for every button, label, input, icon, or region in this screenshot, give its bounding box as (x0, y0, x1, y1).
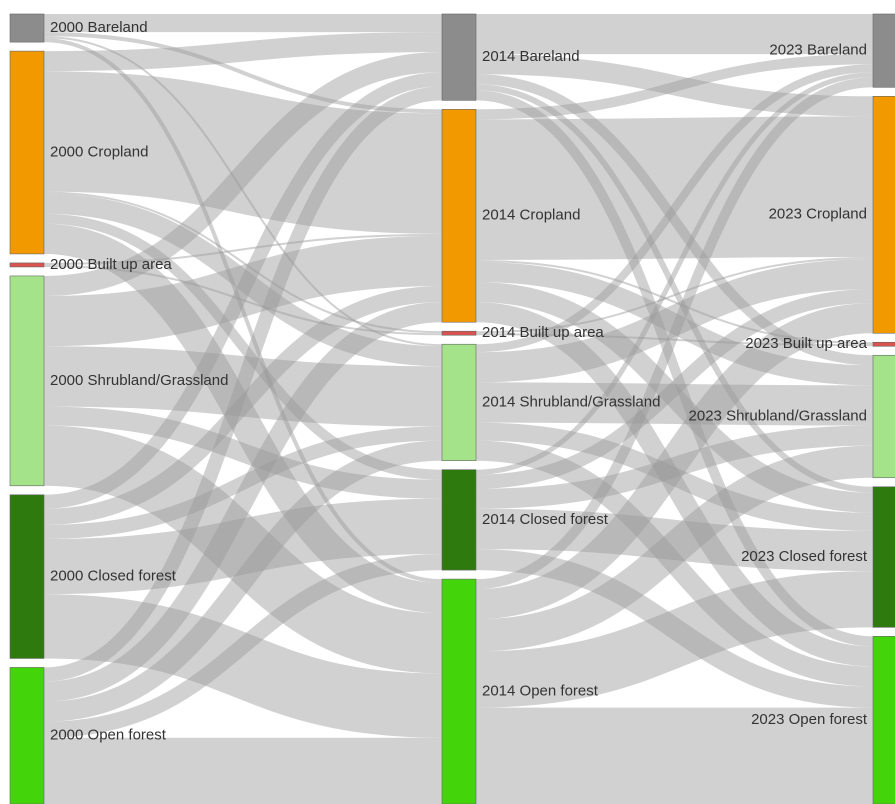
node (441, 13, 477, 101)
links (43, 13, 874, 804)
node (872, 95, 895, 334)
flow-link (475, 90, 874, 647)
flow-link (43, 191, 443, 334)
flow-link (475, 303, 874, 620)
flow-link (475, 74, 874, 366)
flow-link (43, 32, 443, 72)
node (872, 354, 895, 479)
flow-link (43, 498, 443, 595)
flow-link (475, 77, 874, 590)
flow-link (43, 406, 443, 499)
node (872, 486, 895, 628)
node-label: 2023 Built up area (745, 335, 867, 352)
node-label: 2023 Closed forest (741, 548, 868, 565)
flow-link (43, 72, 443, 509)
flow-link (475, 422, 874, 531)
flow-link (475, 445, 874, 652)
node-label: 2000 Shrubland/Grassland (50, 372, 228, 389)
node-label: 2000 Built up area (50, 256, 172, 273)
flow-link (475, 382, 874, 426)
node-label: 2014 Built up area (482, 324, 604, 341)
flow-link (43, 554, 443, 738)
flow-link (43, 302, 443, 702)
flow-link (475, 440, 874, 687)
node (872, 636, 895, 804)
node-label: 2023 Open forest (751, 711, 868, 728)
node-label: 2014 Closed forest (482, 511, 609, 528)
node-label: 2000 Closed forest (50, 568, 177, 585)
flow-link (475, 425, 874, 509)
flow-link (475, 261, 874, 386)
flow-link (43, 346, 443, 427)
flow-link (43, 223, 443, 614)
node (441, 469, 477, 571)
flow-link (475, 333, 874, 347)
node (872, 13, 895, 88)
node-label: 2023 Bareland (769, 42, 867, 59)
flow-link (43, 193, 443, 367)
flow-link (475, 258, 874, 383)
node (872, 341, 895, 347)
flow-link (475, 508, 874, 572)
node (9, 50, 45, 255)
node (9, 494, 45, 659)
flow-link (475, 289, 874, 489)
flow-link (43, 52, 443, 297)
node-label: 2014 Bareland (482, 48, 580, 65)
node-label: 2014 Cropland (482, 207, 580, 224)
node-label: 2000 Cropland (50, 143, 148, 160)
node (441, 330, 477, 336)
flow-link (43, 594, 443, 738)
flow-link (475, 72, 874, 475)
flow-link (475, 282, 874, 513)
node-label: 2000 Bareland (50, 19, 148, 36)
flow-link (475, 302, 874, 667)
flow-link (43, 426, 443, 539)
node-label: 2023 Shrubland/Grassland (689, 407, 867, 424)
flow-link (475, 64, 874, 353)
flow-link (475, 571, 874, 708)
flow-link (43, 235, 443, 347)
flow-link (43, 36, 443, 347)
flow-link (475, 259, 874, 345)
nodes (9, 13, 895, 804)
flow-link (43, 86, 443, 682)
flow-link (475, 256, 874, 334)
node (9, 667, 45, 804)
node-label: 2000 Open forest (50, 727, 167, 744)
flow-link (475, 54, 874, 117)
node (441, 343, 477, 461)
node (9, 13, 45, 43)
flow-link (43, 71, 443, 234)
flow-link (475, 549, 874, 708)
flow-link (43, 233, 443, 265)
node (9, 262, 45, 268)
node (441, 578, 477, 804)
flow-link (43, 213, 443, 480)
flow-link (43, 440, 443, 722)
node-label: 2023 Cropland (769, 206, 867, 223)
flow-link (43, 286, 443, 525)
flow-link (43, 264, 443, 336)
node (9, 275, 45, 487)
flow-link (475, 54, 874, 120)
flow-link (43, 32, 443, 114)
labels: 2000 Bareland 2000 Cropland 2000 Built up … (50, 19, 868, 744)
flow-link (475, 84, 874, 493)
node-label: 2014 Open forest (482, 683, 599, 700)
node-label: 2014 Shrubland/Grassland (482, 393, 660, 410)
node (441, 109, 477, 323)
flow-link (475, 116, 874, 260)
flow-link (43, 425, 443, 674)
flow-link (43, 38, 443, 584)
